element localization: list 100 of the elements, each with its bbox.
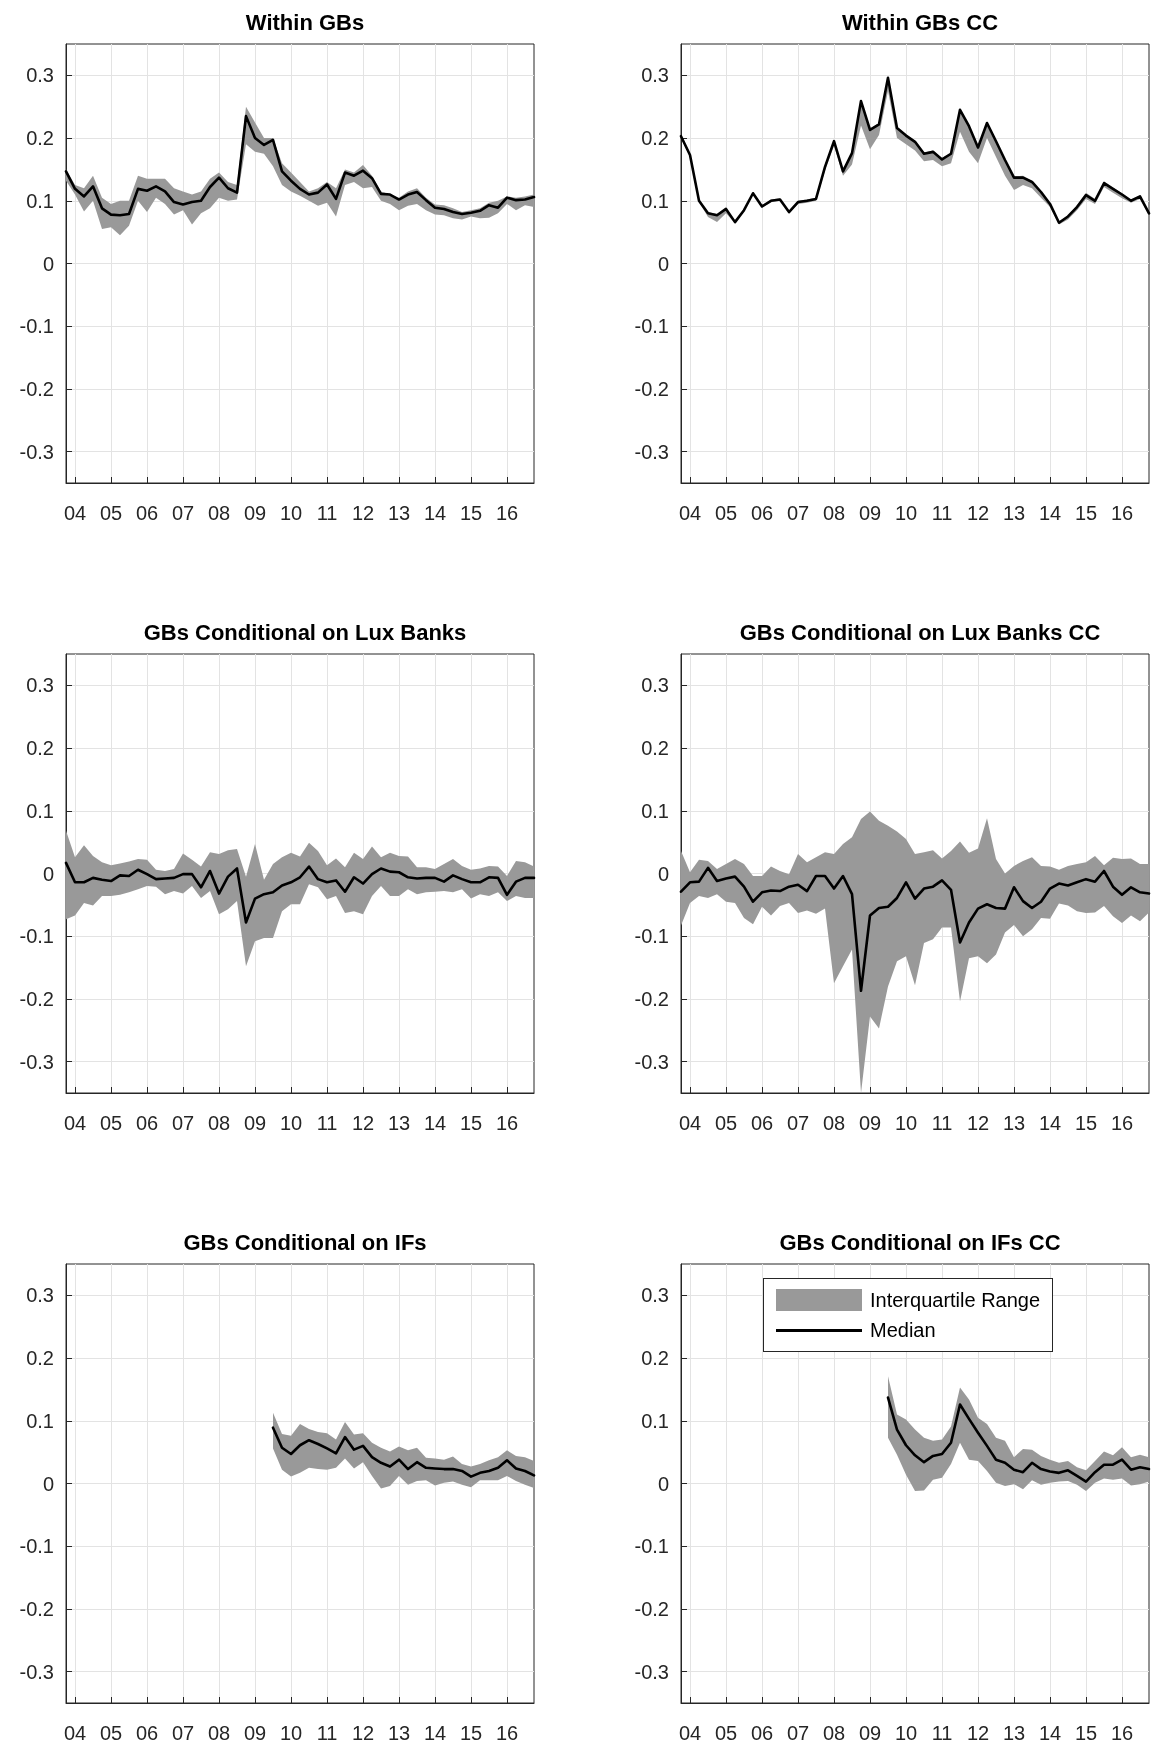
x-tick-label: 09 — [858, 502, 882, 524]
y-tick-label: 0.3 — [641, 1284, 669, 1307]
x-tick-label: 09 — [243, 1112, 267, 1134]
x-tick-label: 05 — [714, 502, 738, 524]
y-tick-label: -0.1 — [19, 1535, 54, 1558]
y-tick-label: 0.1 — [641, 799, 669, 822]
line-series — [886, 1396, 1151, 1483]
y-tick-label: -0.1 — [19, 315, 54, 338]
x-tick-label: 06 — [750, 1722, 774, 1744]
y-tick-label: -0.2 — [634, 987, 669, 1010]
line-series — [271, 1426, 536, 1478]
y-tick-label: 0.1 — [26, 1409, 54, 1432]
x-tick-label: 10 — [894, 1722, 918, 1744]
y-tick-label: 0.1 — [641, 1409, 669, 1432]
y-tick-label: -0.3 — [19, 1660, 54, 1683]
y-tick-label: -0.1 — [634, 925, 669, 948]
x-tick-label: 14 — [423, 1112, 447, 1134]
x-tick-label: 05 — [714, 1722, 738, 1744]
x-tick-label: 15 — [459, 1722, 483, 1744]
x-tick-label: 07 — [786, 502, 810, 524]
y-tick-label: 0.2 — [26, 1347, 54, 1370]
x-tick-label: 10 — [279, 1722, 303, 1744]
x-tick-label: 07 — [171, 502, 195, 524]
x-tick-label: 06 — [135, 1722, 159, 1744]
x-tick-label: 07 — [171, 1722, 195, 1744]
x-tick-label: 04 — [678, 1112, 702, 1134]
x-tick-label: 10 — [894, 1112, 918, 1134]
x-tick-label: 04 — [63, 1722, 87, 1744]
x-tick-label: 09 — [243, 502, 267, 524]
y-tick-label: -0.3 — [19, 440, 54, 463]
x-tick-label: 15 — [459, 1112, 483, 1134]
x-tick-label: 12 — [966, 1722, 990, 1744]
x-tick-label: 04 — [63, 502, 87, 524]
y-tick-label: -0.1 — [19, 925, 54, 948]
x-tick-label: 08 — [822, 1722, 846, 1744]
x-tick-label: 15 — [459, 502, 483, 524]
y-tick-label: 0.3 — [26, 1284, 54, 1307]
x-tick-label: 14 — [423, 502, 447, 524]
y-tick-label: 0 — [42, 252, 54, 275]
y-tick-label: 0.3 — [641, 64, 669, 87]
y-tick-label: 0.2 — [641, 127, 669, 150]
y-tick-label: 0 — [657, 862, 669, 885]
x-tick-label: 11 — [931, 1112, 953, 1134]
y-tick-label: -0.3 — [634, 1660, 669, 1683]
x-tick-label: 12 — [351, 502, 375, 524]
x-tick-label: 06 — [750, 1112, 774, 1134]
x-tick-label: 07 — [171, 1112, 195, 1134]
x-tick-label: 10 — [894, 502, 918, 524]
x-tick-label: 12 — [351, 1112, 375, 1134]
x-tick-label: 13 — [1002, 1112, 1026, 1134]
x-tick-label: 14 — [1038, 1722, 1062, 1744]
x-tick-label: 16 — [495, 502, 519, 524]
x-tick-label: 13 — [387, 502, 411, 524]
x-tick-label: 13 — [387, 1112, 411, 1134]
y-tick-label: 0 — [657, 1472, 669, 1495]
x-tick-label: 12 — [966, 502, 990, 524]
y-tick-label: 0.1 — [26, 799, 54, 822]
x-tick-label: 04 — [678, 1722, 702, 1744]
x-tick-label: 08 — [207, 1112, 231, 1134]
x-tick-label: 07 — [786, 1112, 810, 1134]
x-tick-label: 14 — [423, 1722, 447, 1744]
x-tick-label: 09 — [858, 1722, 882, 1744]
x-tick-label: 11 — [316, 1722, 338, 1744]
chart-title: GBs Conditional on IFs — [183, 1229, 427, 1255]
x-tick-label: 09 — [858, 1112, 882, 1134]
y-tick-label: 0.3 — [26, 64, 54, 87]
y-tick-label: 0 — [657, 252, 669, 275]
x-tick-label: 05 — [714, 1112, 738, 1134]
y-tick-label: -0.3 — [634, 440, 669, 463]
line-series — [64, 861, 536, 924]
x-tick-label: 15 — [1074, 1722, 1098, 1744]
chart-title: GBs Conditional on Lux Banks — [143, 619, 467, 645]
x-tick-label: 04 — [678, 502, 702, 524]
x-tick-label: 15 — [1074, 1112, 1098, 1134]
y-tick-label: -0.2 — [19, 377, 54, 400]
y-tick-label: 0.2 — [26, 127, 54, 150]
x-tick-label: 09 — [243, 1722, 267, 1744]
x-tick-label: 13 — [1002, 502, 1026, 524]
chart-title: GBs Conditional on IFs CC — [779, 1229, 1061, 1255]
y-tick-label: 0.2 — [641, 737, 669, 760]
x-tick-label: 08 — [207, 1722, 231, 1744]
line-series — [64, 114, 536, 217]
x-tick-label: 08 — [822, 502, 846, 524]
x-tick-label: 08 — [207, 502, 231, 524]
x-tick-label: 12 — [351, 1722, 375, 1744]
x-tick-label: 05 — [99, 1112, 123, 1134]
x-tick-label: 06 — [135, 502, 159, 524]
y-tick-label: 0 — [42, 862, 54, 885]
y-tick-label: 0.2 — [26, 737, 54, 760]
y-tick-label: 0 — [42, 1472, 54, 1495]
y-tick-label: 0.2 — [641, 1347, 669, 1370]
chart-title: Within GBs — [245, 9, 365, 35]
x-tick-label: 11 — [316, 1112, 338, 1134]
x-tick-label: 11 — [931, 1722, 953, 1744]
y-tick-label: -0.3 — [634, 1050, 669, 1073]
y-tick-label: -0.1 — [634, 315, 669, 338]
y-tick-label: -0.3 — [19, 1050, 54, 1073]
legend-box: Interquartile Range Median — [763, 1278, 1054, 1352]
x-tick-label: 16 — [1110, 502, 1134, 524]
line-series — [679, 866, 1151, 993]
